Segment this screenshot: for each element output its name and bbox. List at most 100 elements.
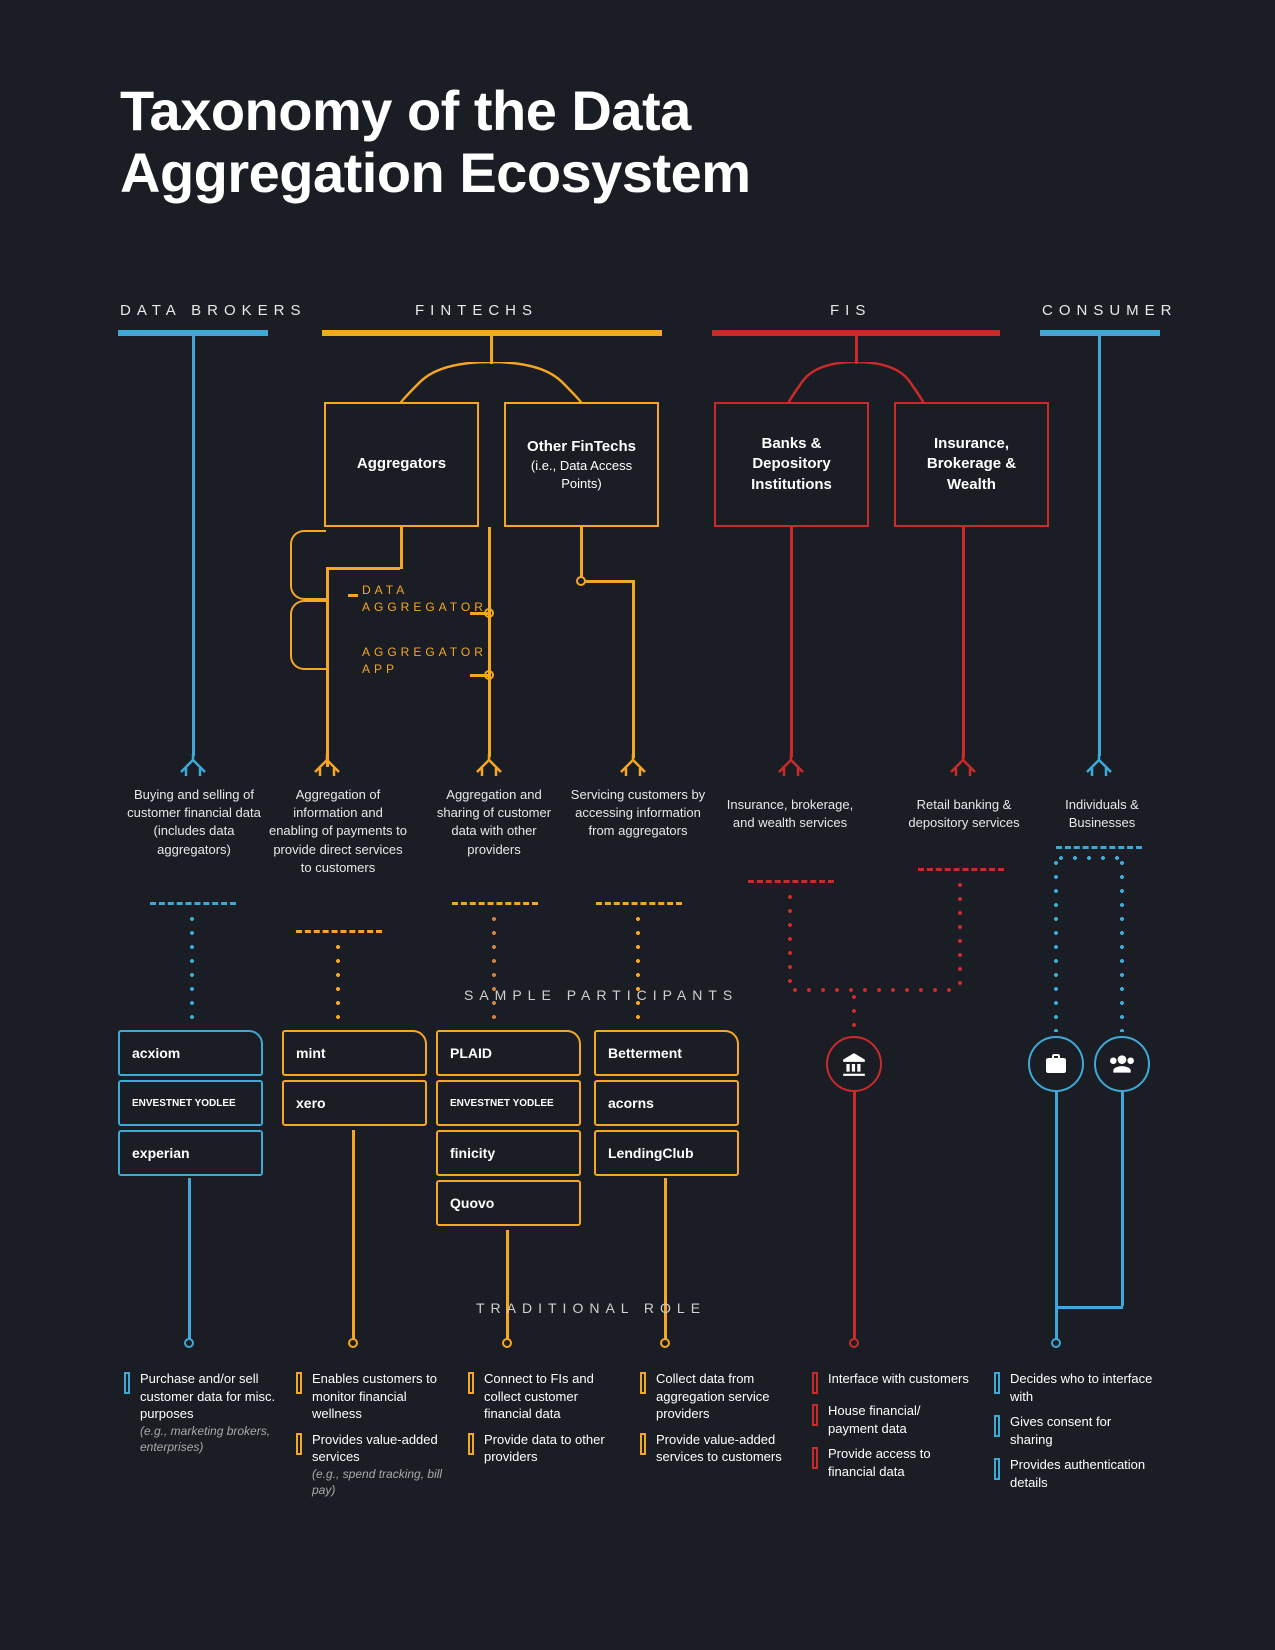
connector-line: [962, 568, 965, 758]
connector-line: [490, 336, 493, 364]
role-list: Enables customers to monitor financial w…: [296, 1370, 456, 1506]
description-text: Aggregation of information and enabling …: [268, 786, 408, 877]
role-list: Interface with customers House financial…: [812, 1370, 972, 1488]
node-dot: [576, 576, 586, 586]
tag-aggregator-app: AGGREGATOR APP: [362, 644, 487, 678]
participant-stack-fintech3: Betterment acorns LendingClub: [594, 1030, 739, 1180]
sub-box-aggregators: Aggregators: [324, 402, 479, 527]
connector-line: [1121, 1092, 1124, 1306]
participant-item: Quovo: [436, 1180, 581, 1226]
participant-stack-brokers: acxiom ENVESTNET YODLEE experian: [118, 1030, 263, 1180]
dash-underline: [596, 902, 682, 905]
role-list: Purchase and/or sell customer data for m…: [124, 1370, 284, 1463]
connector-curve: [380, 362, 602, 404]
connector-line: [488, 527, 491, 757]
participant-stack-fintech2: PLAID ENVESTNET YODLEE finicity Quovo: [436, 1030, 581, 1230]
participant-item: finicity: [436, 1130, 581, 1176]
category-label-fis: FIS: [830, 302, 871, 319]
description-text: Buying and selling of customer financial…: [124, 786, 264, 859]
category-label-data-brokers: DATA BROKERS: [120, 302, 306, 319]
node-dot: [502, 1338, 512, 1348]
role-list: Connect to FIs and collect customer fina…: [468, 1370, 628, 1474]
connector-line: [962, 527, 965, 569]
participant-item: acorns: [594, 1080, 739, 1126]
participant-item: mint: [282, 1030, 427, 1076]
connector-split-icon: [310, 754, 344, 776]
category-label-fintechs: FINTECHS: [415, 302, 538, 319]
dotted-connector: [1054, 856, 1124, 860]
dotted-connector: [492, 912, 496, 1022]
connector-split-icon: [616, 754, 650, 776]
connector-line: [470, 674, 488, 677]
people-icon: [1094, 1036, 1150, 1092]
connector-split-icon: [774, 754, 808, 776]
node-dot: [184, 1338, 194, 1348]
briefcase-icon: [1028, 1036, 1084, 1092]
node-dot: [660, 1338, 670, 1348]
connector-line: [192, 336, 195, 756]
connector-line: [1055, 1092, 1058, 1340]
sub-box-banks: Banks & Depository Institutions: [714, 402, 869, 527]
dotted-connector: [788, 890, 792, 990]
connector-brace: [290, 530, 326, 600]
node-dot: [1051, 1338, 1061, 1348]
participant-item: xero: [282, 1080, 427, 1126]
connector-line: [855, 336, 858, 364]
connector-line: [326, 567, 329, 767]
dash-underline: [918, 868, 1004, 871]
dotted-connector: [336, 940, 340, 1022]
connector-line: [853, 1092, 856, 1340]
connector-line: [326, 567, 400, 570]
section-header-traditional: TRADITIONAL ROLE: [476, 1300, 706, 1316]
dotted-connector: [788, 988, 958, 992]
dash-underline: [452, 902, 538, 905]
dash-underline: [150, 902, 236, 905]
description-text: Individuals & Businesses: [1032, 796, 1172, 832]
dotted-connector: [1054, 856, 1058, 1032]
description-text: Retail banking & depository services: [894, 796, 1034, 832]
dash-underline: [748, 880, 834, 883]
node-dot: [348, 1338, 358, 1348]
dotted-connector: [636, 912, 640, 1022]
dotted-connector: [190, 912, 194, 1022]
sub-box-insurance: Insurance, Brokerage & Wealth: [894, 402, 1049, 527]
participant-item: experian: [118, 1130, 263, 1176]
participant-item: Betterment: [594, 1030, 739, 1076]
connector-line: [470, 612, 488, 615]
connector-split-icon: [946, 754, 980, 776]
connector-line: [506, 1230, 509, 1340]
description-text: Servicing customers by accessing informa…: [568, 786, 708, 841]
dash-underline: [296, 930, 382, 933]
connector-line: [188, 1178, 191, 1340]
dotted-connector: [958, 878, 962, 990]
sub-box-other-fintechs: Other FinTechs(i.e., Data Access Points): [504, 402, 659, 527]
participant-item: acxiom: [118, 1030, 263, 1076]
tag-marker: [348, 594, 358, 597]
description-text: Aggregation and sharing of customer data…: [424, 786, 564, 859]
participant-item: LendingClub: [594, 1130, 739, 1176]
connector-brace: [290, 600, 326, 670]
connector-line: [580, 580, 634, 583]
participant-stack-fintech1: mint xero: [282, 1030, 427, 1130]
connector-line: [632, 580, 635, 758]
role-list: Collect data from aggregation service pr…: [640, 1370, 800, 1474]
connector-line: [400, 527, 403, 569]
connector-split-icon: [176, 754, 210, 776]
participant-item: ENVESTNET YODLEE: [118, 1080, 263, 1126]
connector-curve: [770, 362, 942, 404]
page-title: Taxonomy of the DataAggregation Ecosyste…: [120, 80, 751, 203]
dotted-connector: [1120, 856, 1124, 1032]
connector-split-icon: [472, 754, 506, 776]
role-list: Decides who to interface with Gives cons…: [994, 1370, 1154, 1499]
connector-line: [1055, 1306, 1123, 1309]
description-text: Insurance, brokerage, and wealth service…: [720, 796, 860, 832]
section-header-participants: SAMPLE PARTICIPANTS: [464, 987, 738, 1003]
participant-item: PLAID: [436, 1030, 581, 1076]
category-label-consumer: CONSUMER: [1042, 302, 1178, 319]
node-dot: [849, 1338, 859, 1348]
connector-line: [580, 527, 583, 581]
dash-underline: [1056, 846, 1142, 849]
connector-line: [1098, 336, 1101, 756]
connector-line: [790, 527, 793, 757]
bank-icon: [826, 1036, 882, 1092]
